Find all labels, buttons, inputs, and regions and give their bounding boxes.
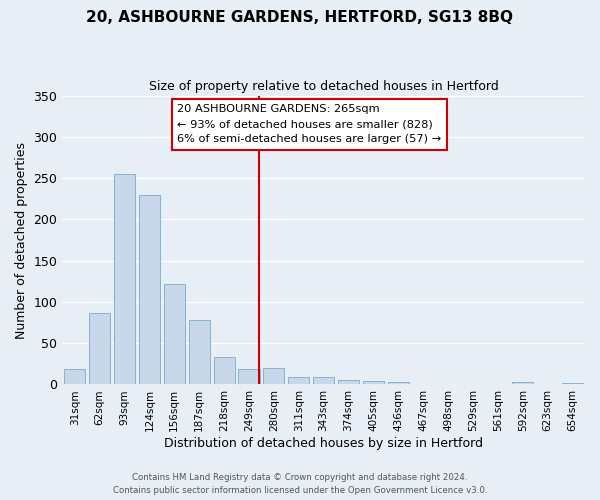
Bar — [214, 357, 235, 384]
Title: Size of property relative to detached houses in Hertford: Size of property relative to detached ho… — [149, 80, 499, 93]
Bar — [114, 174, 135, 384]
Bar — [263, 368, 284, 384]
Bar — [288, 377, 310, 384]
Y-axis label: Number of detached properties: Number of detached properties — [15, 142, 28, 338]
Bar — [89, 312, 110, 384]
X-axis label: Distribution of detached houses by size in Hertford: Distribution of detached houses by size … — [164, 437, 483, 450]
Bar — [188, 320, 210, 384]
Bar — [512, 382, 533, 384]
Bar — [363, 381, 384, 384]
Bar — [338, 380, 359, 384]
Text: 20 ASHBOURNE GARDENS: 265sqm
← 93% of detached houses are smaller (828)
6% of se: 20 ASHBOURNE GARDENS: 265sqm ← 93% of de… — [177, 104, 442, 144]
Bar — [64, 369, 85, 384]
Bar — [164, 284, 185, 384]
Bar — [238, 369, 260, 384]
Bar — [388, 382, 409, 384]
Bar — [313, 377, 334, 384]
Text: 20, ASHBOURNE GARDENS, HERTFORD, SG13 8BQ: 20, ASHBOURNE GARDENS, HERTFORD, SG13 8B… — [86, 10, 514, 25]
Bar — [562, 383, 583, 384]
Bar — [139, 196, 160, 384]
Text: Contains HM Land Registry data © Crown copyright and database right 2024.
Contai: Contains HM Land Registry data © Crown c… — [113, 474, 487, 495]
